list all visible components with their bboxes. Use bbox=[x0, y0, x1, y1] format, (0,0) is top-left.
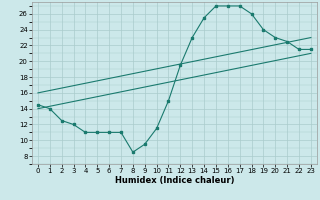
X-axis label: Humidex (Indice chaleur): Humidex (Indice chaleur) bbox=[115, 176, 234, 185]
